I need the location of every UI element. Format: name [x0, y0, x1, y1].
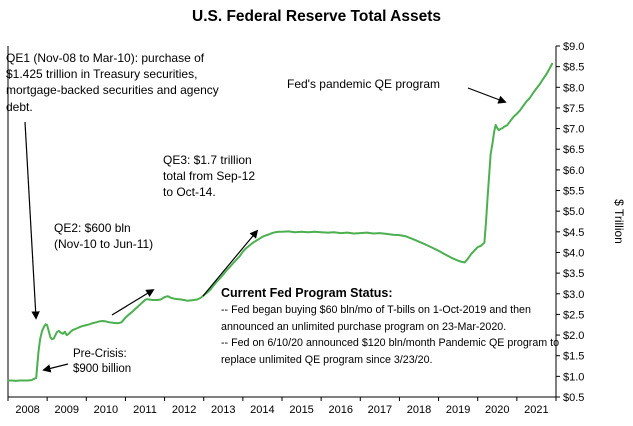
svg-text:$1.5: $1.5	[563, 351, 584, 363]
svg-text:$ Trillion: $ Trillion	[612, 199, 626, 244]
qe2-arrow	[111, 289, 155, 316]
qe3-annotation: QE3: $1.7 trillion total from Sep-12 to …	[163, 152, 255, 201]
svg-text:$5.5: $5.5	[563, 186, 584, 198]
svg-text:2019: 2019	[446, 404, 470, 416]
svg-text:$4.5: $4.5	[563, 227, 584, 239]
precrisis-arrow	[42, 363, 69, 373]
svg-text:$9.0: $9.0	[563, 41, 584, 53]
svg-text:$2.5: $2.5	[563, 309, 584, 321]
svg-text:$3.5: $3.5	[563, 268, 584, 280]
svg-text:2020: 2020	[485, 404, 509, 416]
svg-text:2013: 2013	[211, 404, 235, 416]
precrisis-line2: $900 billion	[73, 362, 132, 375]
svg-text:$6.5: $6.5	[563, 144, 584, 156]
chart-title: U.S. Federal Reserve Total Assets	[192, 8, 441, 25]
status-line2: -- Fed on 6/10/20 announced $120 bln/mon…	[221, 337, 560, 366]
svg-text:2016: 2016	[328, 404, 352, 416]
svg-text:$1.0: $1.0	[563, 371, 584, 383]
svg-text:$8.0: $8.0	[563, 82, 584, 94]
svg-text:2012: 2012	[172, 404, 196, 416]
qe2-line1: QE2: $600 bln	[54, 221, 131, 235]
precrisis-line1: Pre-Crisis:	[73, 348, 127, 360]
status-title: Current Fed Program Status:	[221, 286, 393, 300]
svg-text:$4.0: $4.0	[563, 247, 584, 259]
qe2-line2: (Nov-10 to Jun-11)	[54, 237, 154, 252]
svg-text:$7.0: $7.0	[563, 124, 584, 136]
svg-text:$8.5: $8.5	[563, 62, 584, 74]
qe3-line1: QE3: $1.7 trillion	[163, 153, 252, 167]
status-line1: -- Fed began buying $60 bln/mo of T-bill…	[221, 304, 531, 333]
plot-layer: 2008 2009 2010 2011 2012 2013 2014 2015 2016 2017…	[7, 41, 626, 416]
svg-text:$2.0: $2.0	[563, 330, 584, 342]
qe1-annotation: QE1 (Nov-08 to Mar-10): purchase of $1.4…	[6, 51, 219, 114]
svg-text:2015: 2015	[289, 404, 313, 416]
svg-text:2009: 2009	[54, 404, 78, 416]
fed-program-status: Current Fed Program Status: -- Fed began…	[221, 286, 562, 368]
qe1-arrow	[24, 121, 40, 320]
annotation-arrows	[24, 87, 507, 373]
qe3-line3: to Oct-14.	[163, 185, 216, 200]
svg-text:2018: 2018	[407, 404, 431, 416]
qe3-line2: total from Sep-12	[163, 169, 256, 184]
svg-text:$0.5: $0.5	[563, 392, 584, 404]
svg-text:$6.0: $6.0	[563, 165, 584, 177]
svg-text:2010: 2010	[94, 404, 118, 416]
svg-text:$5.0: $5.0	[563, 206, 584, 218]
svg-text:$3.0: $3.0	[563, 289, 584, 301]
svg-text:$7.5: $7.5	[563, 103, 584, 115]
precrisis-annotation: Pre-Crisis: $900 billion	[73, 347, 131, 377]
qe3-arrow	[202, 229, 259, 297]
svg-text:2008: 2008	[15, 404, 39, 416]
svg-text:2011: 2011	[133, 404, 157, 416]
pandemic-annotation: Fed's pandemic QE program	[287, 77, 441, 91]
pandemic-arrow	[467, 87, 507, 104]
svg-text:2017: 2017	[368, 404, 392, 416]
svg-text:2014: 2014	[250, 404, 274, 416]
svg-text:2021: 2021	[524, 404, 548, 416]
qe2-annotation: QE2: $600 bln (Nov-10 to Jun-11)	[54, 220, 153, 252]
